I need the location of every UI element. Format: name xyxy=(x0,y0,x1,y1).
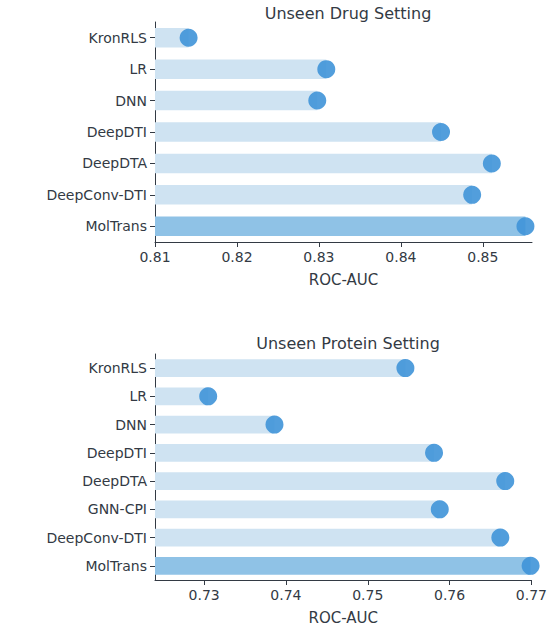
svg-text:DeepDTI: DeepDTI xyxy=(87,124,147,140)
svg-text:ROC-AUC: ROC-AUC xyxy=(308,609,378,627)
svg-text:MolTrans: MolTrans xyxy=(85,558,147,574)
svg-text:MolTrans: MolTrans xyxy=(85,218,147,234)
svg-text:ROC-AUC: ROC-AUC xyxy=(309,271,379,289)
svg-text:0.82: 0.82 xyxy=(221,249,252,265)
svg-text:DeepDTA: DeepDTA xyxy=(82,473,147,489)
svg-text:0.84: 0.84 xyxy=(385,249,416,265)
svg-text:LR: LR xyxy=(129,61,147,77)
svg-text:KronRLS: KronRLS xyxy=(89,30,148,46)
svg-text:0.83: 0.83 xyxy=(303,249,334,265)
svg-text:DeepDTI: DeepDTI xyxy=(87,445,147,461)
svg-text:0.73: 0.73 xyxy=(189,587,220,603)
svg-text:DeepDTA: DeepDTA xyxy=(82,155,147,171)
svg-text:Unseen Drug Setting: Unseen Drug Setting xyxy=(265,4,432,23)
svg-text:GNN-CPI: GNN-CPI xyxy=(88,501,147,517)
svg-text:DNN: DNN xyxy=(115,93,147,109)
svg-text:DNN: DNN xyxy=(115,417,147,433)
svg-text:0.74: 0.74 xyxy=(270,587,301,603)
svg-text:KronRLS: KronRLS xyxy=(89,360,148,376)
svg-text:LR: LR xyxy=(129,388,147,404)
svg-text:DeepConv-DTI: DeepConv-DTI xyxy=(46,187,147,203)
svg-text:0.76: 0.76 xyxy=(434,587,465,603)
svg-text:Unseen Protein Setting: Unseen Protein Setting xyxy=(256,334,440,353)
svg-text:0.75: 0.75 xyxy=(352,587,383,603)
svg-text:0.77: 0.77 xyxy=(516,587,547,603)
svg-text:DeepConv-DTI: DeepConv-DTI xyxy=(46,530,147,546)
svg-text:0.85: 0.85 xyxy=(467,249,498,265)
svg-text:0.81: 0.81 xyxy=(139,249,170,265)
